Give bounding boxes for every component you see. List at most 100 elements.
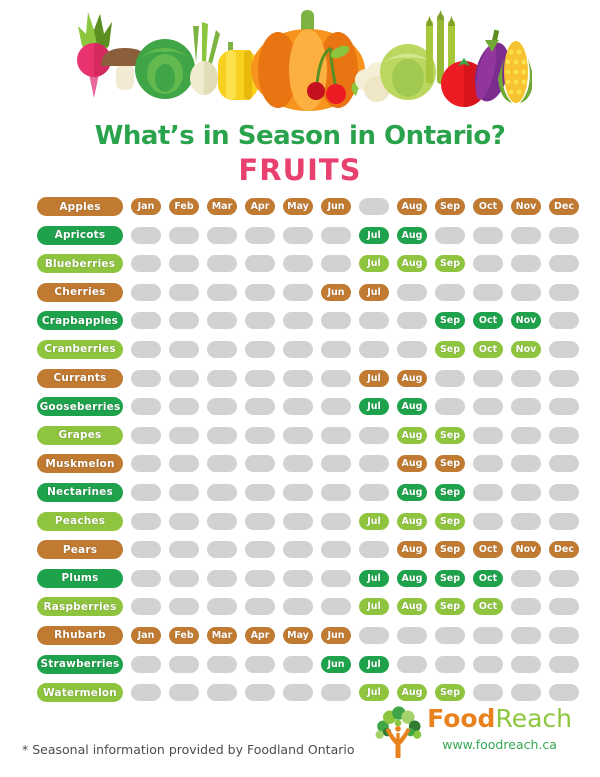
month-cell xyxy=(245,483,275,501)
month-cells: Jan Feb Mar Apr May Jun Aug Sep Oct Nov Dec xyxy=(131,198,579,215)
month-cell xyxy=(169,655,199,673)
month-cell: Jan xyxy=(131,198,161,215)
foodreach-logo: FoodReach www.foodreach.ca xyxy=(373,704,572,762)
month-cell xyxy=(131,369,161,387)
pumpkin-icon xyxy=(251,10,365,111)
month-cell xyxy=(245,255,275,273)
month-cell xyxy=(511,426,541,444)
month-cell xyxy=(169,569,199,587)
month-cell: Aug xyxy=(397,226,427,244)
month-cell: Jul xyxy=(359,226,389,244)
month-cell: Jul xyxy=(359,598,389,616)
month-cell xyxy=(321,483,351,501)
month-cell xyxy=(359,541,389,559)
month-cell xyxy=(549,684,579,702)
month-cell: Oct xyxy=(473,312,503,330)
month-cell xyxy=(169,483,199,501)
month-cell: Jul xyxy=(359,684,389,702)
month-cell: Sep xyxy=(435,198,465,215)
month-cell xyxy=(131,312,161,330)
month-cell xyxy=(131,569,161,587)
month-cell: Sep xyxy=(435,684,465,702)
fruit-row: Gooseberries Jul Aug xyxy=(37,397,579,417)
month-cell xyxy=(283,569,313,587)
month-cell xyxy=(511,255,541,273)
fruit-label: Grapes xyxy=(37,425,123,445)
month-cell: Sep xyxy=(435,426,465,444)
month-cell: Jul xyxy=(359,398,389,416)
month-cells: Sep Oct Nov xyxy=(131,340,579,358)
produce-banner xyxy=(68,8,534,114)
month-cell xyxy=(473,626,503,644)
month-cell xyxy=(245,283,275,301)
month-cell xyxy=(207,569,237,587)
foodreach-wordmark: FoodReach xyxy=(427,704,572,734)
month-cell xyxy=(131,283,161,301)
month-cell xyxy=(207,483,237,501)
month-cell xyxy=(169,312,199,330)
foodreach-reach-text: Reach xyxy=(495,704,572,733)
month-cell xyxy=(359,483,389,501)
month-cell: Jun xyxy=(321,655,351,673)
month-cell xyxy=(169,340,199,358)
month-cell xyxy=(359,626,389,644)
month-cell xyxy=(131,483,161,501)
fruit-label: Plums xyxy=(37,568,123,588)
month-cell xyxy=(473,455,503,473)
month-cells: Jul Aug xyxy=(131,226,579,244)
month-cell xyxy=(245,455,275,473)
fruit-row: Apples Jan Feb Mar Apr May Jun Aug Sep Oct Nov Dec xyxy=(37,197,579,216)
month-cells: Aug Sep Oct Nov Dec xyxy=(131,541,579,559)
month-cell xyxy=(549,426,579,444)
produce-banner-illustration xyxy=(77,10,534,111)
fruit-row: Muskmelon Aug Sep xyxy=(37,454,579,474)
fruit-row: Peaches Jul Aug Sep xyxy=(37,511,579,531)
month-cell xyxy=(207,426,237,444)
month-cell xyxy=(549,598,579,616)
month-cell xyxy=(245,541,275,559)
month-cell xyxy=(321,312,351,330)
fruit-row: Watermelon Jul Aug Sep xyxy=(37,683,579,703)
month-cell xyxy=(549,626,579,644)
month-cell xyxy=(169,369,199,387)
month-cell xyxy=(283,312,313,330)
month-cell xyxy=(473,398,503,416)
month-cell: Aug xyxy=(397,684,427,702)
month-cell xyxy=(511,598,541,616)
month-cell: Nov xyxy=(511,541,541,559)
fruit-row: Cranberries Sep Oct Nov xyxy=(37,339,579,359)
fruit-label: Rhubarb xyxy=(37,625,123,645)
month-cell: Mar xyxy=(207,626,237,644)
month-cell xyxy=(473,655,503,673)
month-cell: Sep xyxy=(435,483,465,501)
month-cell: Jul xyxy=(359,655,389,673)
month-cell: Sep xyxy=(435,541,465,559)
month-cell xyxy=(207,312,237,330)
month-cell xyxy=(169,283,199,301)
fruit-row: Blueberries Jul Aug Sep xyxy=(37,254,579,274)
month-cell: Jun xyxy=(321,283,351,301)
month-cell xyxy=(397,312,427,330)
month-cell xyxy=(321,398,351,416)
month-cell xyxy=(245,598,275,616)
fruit-label: Blueberries xyxy=(37,254,123,274)
month-cell xyxy=(207,512,237,530)
month-cell: Nov xyxy=(511,312,541,330)
month-cells: Jun Jul xyxy=(131,283,579,301)
month-cell xyxy=(321,541,351,559)
month-cell xyxy=(283,398,313,416)
month-cell: Sep xyxy=(435,512,465,530)
month-cell: Jun xyxy=(321,198,351,215)
green-onion-icon xyxy=(190,22,220,95)
fruit-label: Apricots xyxy=(37,225,123,245)
month-cell xyxy=(511,483,541,501)
month-cell: Apr xyxy=(245,626,275,644)
fruit-row: Grapes Aug Sep xyxy=(37,425,579,445)
month-cell xyxy=(473,512,503,530)
corn-icon xyxy=(498,41,534,103)
foodreach-url: www.foodreach.ca xyxy=(442,737,557,752)
month-cell xyxy=(283,684,313,702)
month-cells: Jul Aug Sep xyxy=(131,684,579,702)
fruit-row: Crapbapples Sep Oct Nov xyxy=(37,311,579,331)
month-cell xyxy=(321,226,351,244)
